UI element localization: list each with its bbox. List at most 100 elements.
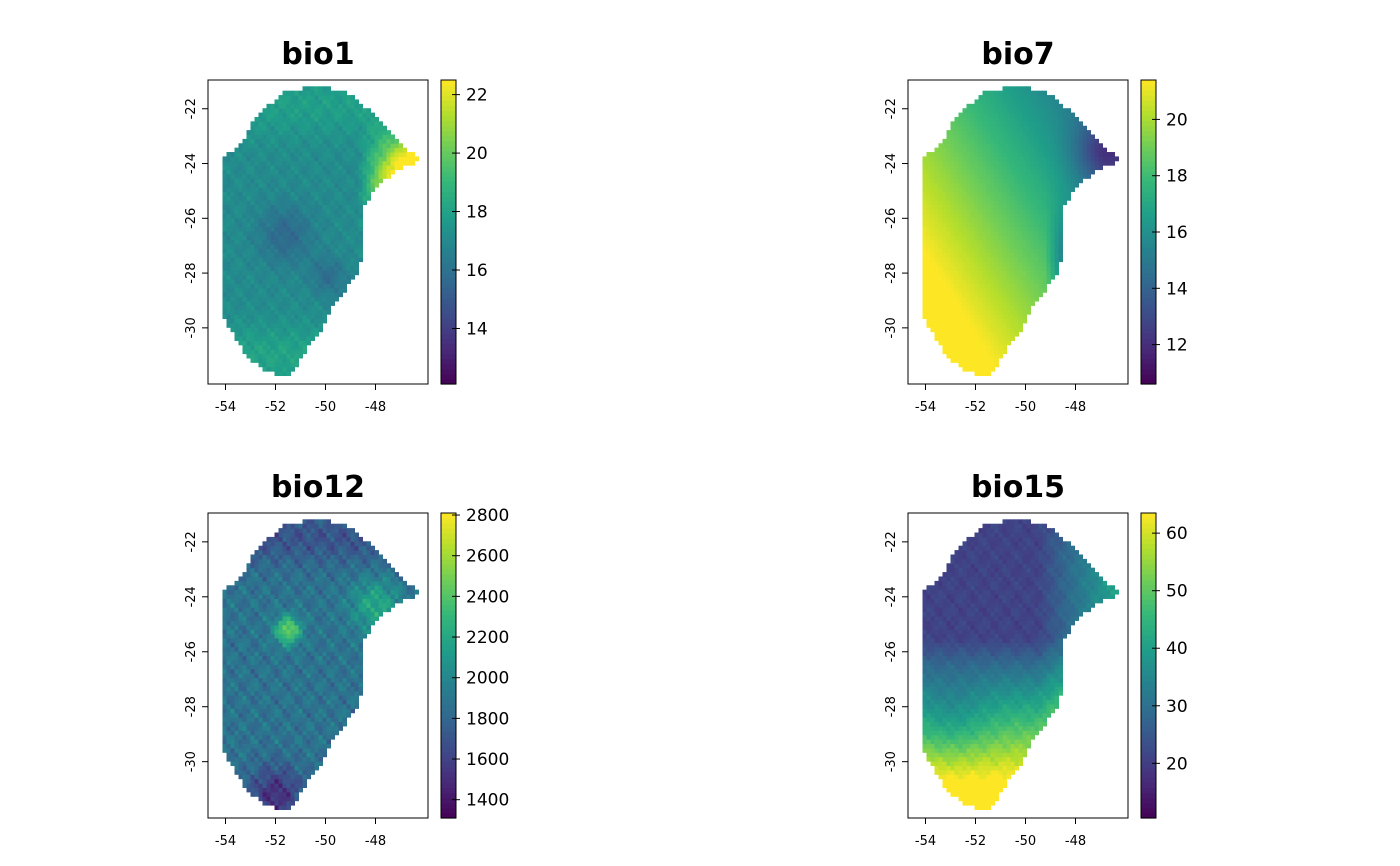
raster-cell (266, 633, 271, 639)
raster-cell (278, 774, 283, 780)
raster-cell (250, 152, 255, 157)
raster-cell (266, 567, 271, 573)
raster-cell (1018, 270, 1023, 276)
raster-cell (946, 226, 951, 232)
raster-cell (1054, 270, 1059, 276)
raster-cell (934, 318, 939, 324)
raster-cell (262, 112, 267, 118)
raster-cell (314, 200, 319, 206)
raster-cell (298, 274, 303, 280)
raster-cell (326, 244, 331, 249)
raster-cell (1054, 244, 1059, 249)
raster-cell (978, 366, 983, 372)
raster-cell (270, 769, 275, 775)
raster-cell (990, 152, 995, 157)
raster-cell (234, 589, 239, 595)
raster-cell (1030, 257, 1035, 263)
raster-cell (978, 265, 983, 271)
raster-cell (338, 235, 343, 241)
raster-cell (1062, 200, 1067, 206)
raster-cell (942, 195, 947, 201)
raster-cell (958, 169, 963, 175)
raster-cell (330, 103, 335, 109)
raster-cell (270, 182, 275, 188)
raster-cell (978, 340, 983, 346)
raster-cell (1002, 296, 1007, 302)
raster-cell (1022, 108, 1027, 114)
raster-cell (994, 274, 999, 280)
raster-cell (342, 99, 347, 105)
raster-cell (950, 239, 955, 245)
raster-cell (982, 244, 987, 249)
raster-cell (926, 301, 931, 306)
raster-cell (338, 195, 343, 201)
raster-cell (238, 200, 243, 206)
raster-cell (978, 353, 983, 359)
raster-cell (1014, 309, 1019, 315)
raster-cell (1010, 265, 1015, 271)
raster-cell (966, 344, 971, 350)
raster-cell (978, 230, 983, 236)
raster-cell (234, 156, 239, 162)
raster-cell (1002, 235, 1007, 241)
raster-cell (322, 143, 327, 149)
raster-cell (242, 739, 247, 745)
raster-cell (250, 730, 255, 736)
raster-cell (934, 204, 939, 210)
raster-cell (1006, 340, 1011, 346)
raster-cell (1066, 134, 1071, 140)
raster-cell (958, 322, 963, 328)
raster-cell (1022, 230, 1027, 236)
raster-cell (290, 366, 295, 372)
raster-cell (338, 169, 343, 175)
raster-cell (298, 147, 303, 153)
raster-cell (274, 121, 279, 127)
raster-cell (238, 191, 243, 197)
raster-cell (1006, 270, 1011, 276)
raster-cell (302, 121, 307, 127)
raster-cell (1026, 178, 1031, 184)
raster-cell (326, 230, 331, 236)
raster-cell (1042, 165, 1047, 171)
raster-cell (354, 173, 359, 179)
raster-cell (370, 182, 375, 188)
raster-cell (1010, 230, 1015, 236)
raster-cell (318, 165, 323, 171)
legend-swatch (1141, 115, 1156, 122)
raster-cell (250, 274, 255, 280)
raster-cell (258, 602, 263, 608)
raster-cell (290, 239, 295, 245)
raster-cell (234, 191, 239, 197)
raster-cell (318, 116, 323, 122)
raster-cell (242, 265, 247, 271)
raster-cell (262, 143, 267, 149)
raster-cell (1082, 165, 1087, 171)
raster-cell (998, 235, 1003, 241)
raster-cell (366, 125, 371, 131)
raster-cell (226, 160, 231, 166)
raster-cell (1054, 173, 1059, 179)
raster-cell (254, 756, 259, 762)
raster-cell (1034, 195, 1039, 201)
raster-cell (934, 287, 939, 293)
raster-cell (318, 252, 323, 258)
raster-cell (266, 169, 271, 175)
raster-cell (1002, 138, 1007, 144)
raster-cell (1070, 130, 1075, 135)
raster-cell (990, 165, 995, 171)
raster-cell (922, 160, 927, 166)
raster-cell (1018, 257, 1023, 263)
raster-cell (302, 252, 307, 258)
raster-cell (338, 178, 343, 184)
raster-cell (1014, 156, 1019, 162)
raster-cell (254, 261, 259, 267)
raster-cell (294, 362, 299, 368)
raster-cell (974, 138, 979, 144)
raster-cell (234, 182, 239, 188)
raster-cell (266, 147, 271, 153)
x-tick-label: -54 (915, 400, 936, 415)
raster-cell (222, 690, 227, 696)
raster-cell (998, 160, 1003, 166)
raster-cell (986, 204, 991, 210)
raster-cell (282, 349, 287, 355)
